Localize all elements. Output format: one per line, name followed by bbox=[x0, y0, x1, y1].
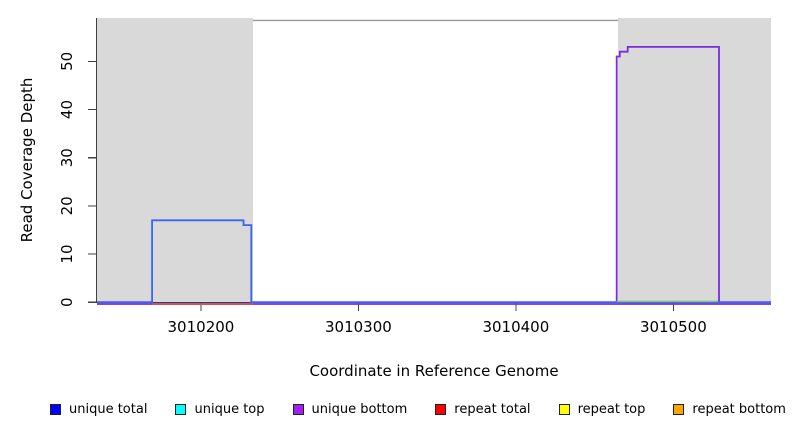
y-tick-label: 30 bbox=[58, 148, 76, 167]
legend-swatch bbox=[292, 403, 304, 415]
x-tick-label: 3010300 bbox=[325, 318, 392, 336]
legend-swatch bbox=[435, 403, 447, 415]
legend-swatch bbox=[175, 403, 187, 415]
y-tick-label: 0 bbox=[58, 297, 76, 307]
x-tick-label: 3010200 bbox=[168, 318, 235, 336]
legend-item-unique-bottom: unique bottom bbox=[292, 401, 408, 417]
legend-label: repeat top bbox=[577, 401, 646, 417]
y-tick-label: 50 bbox=[58, 52, 76, 71]
y-tick-label: 20 bbox=[58, 196, 76, 215]
legend-item-repeat-total: repeat total bbox=[435, 401, 531, 417]
y-tick-label: 10 bbox=[58, 244, 76, 263]
legend-swatch bbox=[50, 403, 61, 415]
legend-item-unique-total: unique total bbox=[50, 402, 147, 417]
y-axis-title: Read Coverage Depth bbox=[18, 78, 36, 243]
legend-label: repeat total bbox=[454, 401, 531, 417]
y-tick-label: 40 bbox=[58, 100, 76, 119]
legend-label: unique bottom bbox=[311, 401, 408, 417]
legend-swatch bbox=[673, 403, 685, 415]
chart-legend: unique total unique top unique bottom repea… bbox=[50, 398, 786, 420]
series-unique-bottom bbox=[615, 46, 720, 303]
series-unique-total bbox=[97, 219, 771, 304]
repeat-region-left bbox=[97, 18, 253, 304]
repeat-region-right bbox=[618, 18, 771, 304]
x-tick-label: 3010500 bbox=[640, 318, 707, 336]
x-axis-title: Coordinate in Reference Genome bbox=[309, 362, 558, 380]
x-tick-label: 3010400 bbox=[482, 318, 549, 336]
legend-item-repeat-bottom: repeat bottom bbox=[673, 402, 786, 417]
legend-label: unique total bbox=[69, 401, 148, 417]
legend-label: repeat bottom bbox=[692, 401, 786, 417]
legend-label: unique top bbox=[194, 401, 265, 417]
legend-item-repeat-top: repeat top bbox=[558, 401, 646, 417]
legend-swatch bbox=[558, 403, 570, 415]
legend-item-unique-top: unique top bbox=[175, 401, 265, 417]
